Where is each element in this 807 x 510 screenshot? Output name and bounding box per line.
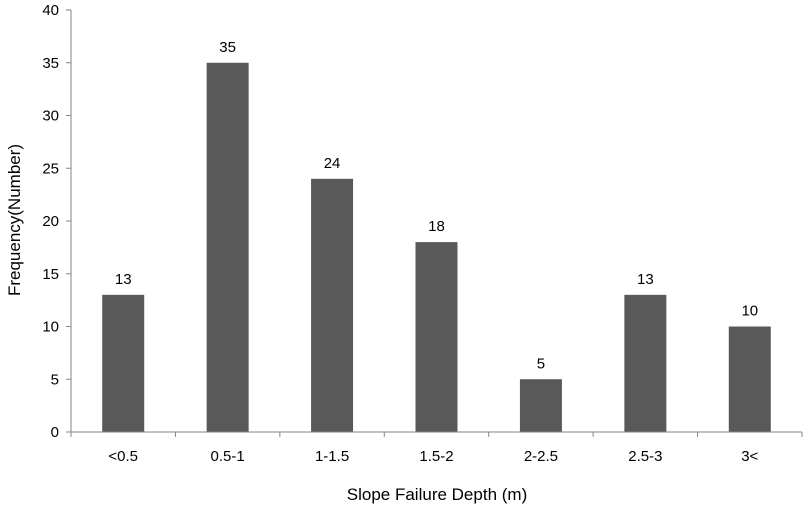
data-label: 35 <box>219 39 236 56</box>
y-tick-label: 10 <box>42 319 59 336</box>
y-tick-label: 40 <box>42 2 59 19</box>
x-axis-title: Slope Failure Depth (m) <box>347 485 527 504</box>
bar <box>519 379 562 432</box>
bar <box>728 326 771 432</box>
data-label: 24 <box>324 155 341 172</box>
x-tick-label: 2-2.5 <box>524 448 558 465</box>
bar <box>624 294 667 432</box>
x-tick-label: 0.5-1 <box>211 448 245 465</box>
y-tick-label: 25 <box>42 160 59 177</box>
x-tick-label: <0.5 <box>108 448 138 465</box>
x-tick-label: 2.5-3 <box>628 448 662 465</box>
y-tick-labels-group: 0 5 10 15 20 25 30 35 40 <box>42 2 59 441</box>
x-tick-label: 1-1.5 <box>315 448 349 465</box>
x-tick-label: 1.5-2 <box>419 448 453 465</box>
y-tick-label: 0 <box>51 424 59 441</box>
y-tick-label: 35 <box>42 55 59 72</box>
y-tick-label: 30 <box>42 108 59 125</box>
data-label: 18 <box>428 218 445 235</box>
bar <box>415 242 458 432</box>
bar <box>206 62 249 432</box>
y-tick-label: 20 <box>42 213 59 230</box>
data-label: 13 <box>115 271 132 288</box>
axes-group <box>66 9 803 437</box>
data-label: 5 <box>537 355 545 372</box>
bar <box>102 294 145 432</box>
bars-group <box>102 62 771 432</box>
x-tick-label: 3< <box>741 448 758 465</box>
bar <box>311 178 354 432</box>
data-labels-group: 13 35 24 18 5 13 10 <box>115 39 758 373</box>
y-axis-title: Frequency(Number) <box>5 144 24 296</box>
y-tick-label: 15 <box>42 266 59 283</box>
y-tick-label: 5 <box>51 371 59 388</box>
x-tick-labels-group: <0.5 0.5-1 1-1.5 1.5-2 2-2.5 2.5-3 3< <box>108 448 758 465</box>
data-label: 13 <box>637 271 654 288</box>
data-label: 10 <box>741 303 758 320</box>
